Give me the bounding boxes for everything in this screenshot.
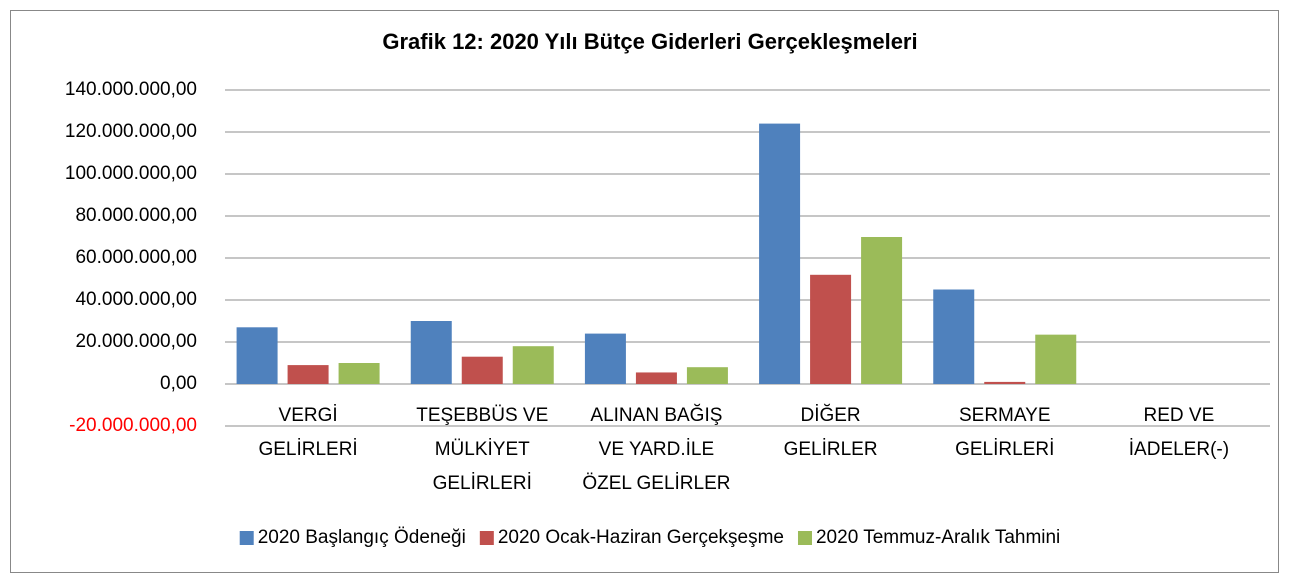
bar bbox=[584, 333, 626, 384]
legend-swatch bbox=[797, 531, 812, 545]
bar bbox=[933, 289, 975, 384]
bar bbox=[1035, 334, 1077, 384]
y-tick-label: 80.000.000,00 bbox=[75, 205, 197, 226]
bar bbox=[759, 123, 801, 384]
y-tick-label: 140.000.000,00 bbox=[65, 79, 197, 100]
chart-title: Grafik 12: 2020 Yılı Bütçe Giderleri Ger… bbox=[382, 29, 917, 54]
x-tick-label: SERMAYE GELİRLERİ bbox=[955, 405, 1054, 460]
legend-label: 2020 Temmuz-Aralık Tahmini bbox=[816, 527, 1060, 548]
bar bbox=[984, 381, 1026, 384]
bar bbox=[861, 237, 903, 384]
legend-swatch bbox=[239, 531, 254, 545]
bar bbox=[236, 327, 278, 384]
x-tick-label: VERGİ GELİRLERİ bbox=[258, 405, 357, 460]
chart-frame bbox=[10, 10, 1279, 573]
x-tick-label: DİĞER GELİRLER bbox=[784, 404, 878, 460]
y-tick-label: 120.000.000,00 bbox=[65, 121, 197, 142]
bar bbox=[635, 372, 677, 384]
x-tick-label: TEŞEBBÜS VE MÜLKİYET GELİRLERİ bbox=[416, 405, 548, 494]
bar bbox=[410, 321, 452, 384]
bar bbox=[512, 346, 554, 384]
y-tick-label: -20.000.000,00 bbox=[69, 415, 197, 436]
legend-label: 2020 Başlangıç Ödeneği bbox=[258, 527, 466, 548]
bar bbox=[461, 356, 503, 384]
y-tick-label: 60.000.000,00 bbox=[75, 247, 197, 268]
y-tick-label: 40.000.000,00 bbox=[75, 289, 197, 310]
x-tick-label: RED VE İADELER(-) bbox=[1129, 405, 1229, 460]
legend-label: 2020 Ocak-Haziran Gerçekşeşme bbox=[498, 527, 784, 548]
bar bbox=[686, 367, 728, 384]
bar bbox=[287, 365, 329, 384]
legend-item: 2020 Başlangıç Ödeneği bbox=[239, 527, 466, 548]
legend-swatch bbox=[479, 531, 494, 545]
legend-item: 2020 Temmuz-Aralık Tahmini bbox=[797, 527, 1060, 548]
y-tick-label: 100.000.000,00 bbox=[65, 163, 197, 184]
y-tick-label: 0,00 bbox=[160, 373, 197, 394]
y-tick-label: 20.000.000,00 bbox=[75, 331, 197, 352]
bar bbox=[810, 274, 852, 384]
legend-item: 2020 Ocak-Haziran Gerçekşeşme bbox=[479, 527, 784, 548]
x-tick-label: ALINAN BAĞIŞ VE YARD.İLE ÖZEL GELİRLER bbox=[582, 404, 730, 494]
bar bbox=[338, 363, 380, 384]
